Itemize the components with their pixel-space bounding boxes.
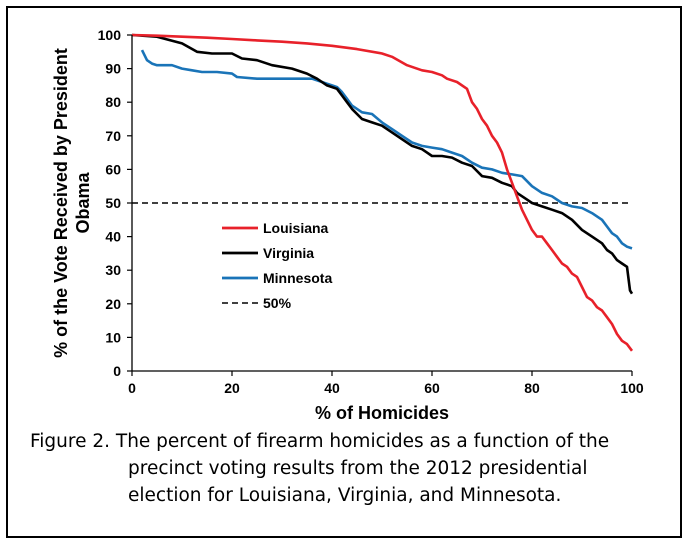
x-tick-label: 0 — [128, 380, 136, 396]
x-tick-label: 40 — [324, 380, 340, 396]
y-tick-label: 60 — [105, 161, 121, 177]
y-tick-label: 70 — [105, 128, 121, 144]
series-line-virginia — [131, 33, 634, 295]
x-tick-label: 20 — [224, 380, 240, 396]
series-line-minnesota — [140, 49, 633, 250]
legend: Louisiana Virginia Minnesota 50% — [222, 220, 332, 311]
y-tick-label: 50 — [105, 195, 121, 211]
legend-label: Virginia — [263, 245, 314, 261]
axes — [127, 34, 633, 376]
caption-line-2: precinct voting results from the 2012 pr… — [128, 458, 588, 479]
y-tick-label: 100 — [98, 27, 122, 43]
series-line-louisiana — [131, 33, 634, 352]
x-tick-label: 100 — [620, 380, 644, 396]
y-axis-title-line2: Obama — [73, 172, 93, 234]
y-tick-label: 0 — [113, 363, 121, 379]
figure-caption: Figure 2. The percent of firearm homicid… — [30, 428, 670, 509]
x-tick-label: 80 — [524, 380, 540, 396]
y-tick-label: 30 — [105, 262, 121, 278]
y-tick-label: 10 — [105, 329, 121, 345]
tick-labels: 0 10 20 30 40 50 60 70 80 90 100 0 20 40 60 80 100 — [98, 27, 644, 396]
y-tick-label: 20 — [105, 296, 121, 312]
y-tick-label: 80 — [105, 94, 121, 110]
legend-label: Minnesota — [263, 270, 332, 286]
caption-line-1: Figure 2. The percent of firearm homicid… — [30, 431, 610, 452]
plot-lines — [131, 33, 634, 352]
x-tick-label: 60 — [424, 380, 440, 396]
caption-line-3: election for Louisiana, Virginia, and Mi… — [128, 485, 562, 506]
y-tick-label: 40 — [105, 229, 121, 245]
legend-label: 50% — [263, 295, 292, 311]
x-axis-title: % of Homicides — [315, 403, 449, 423]
y-axis-title-line1: % of the Vote Received by President — [51, 48, 71, 358]
legend-label: Louisiana — [263, 220, 329, 236]
y-tick-label: 90 — [105, 61, 121, 77]
